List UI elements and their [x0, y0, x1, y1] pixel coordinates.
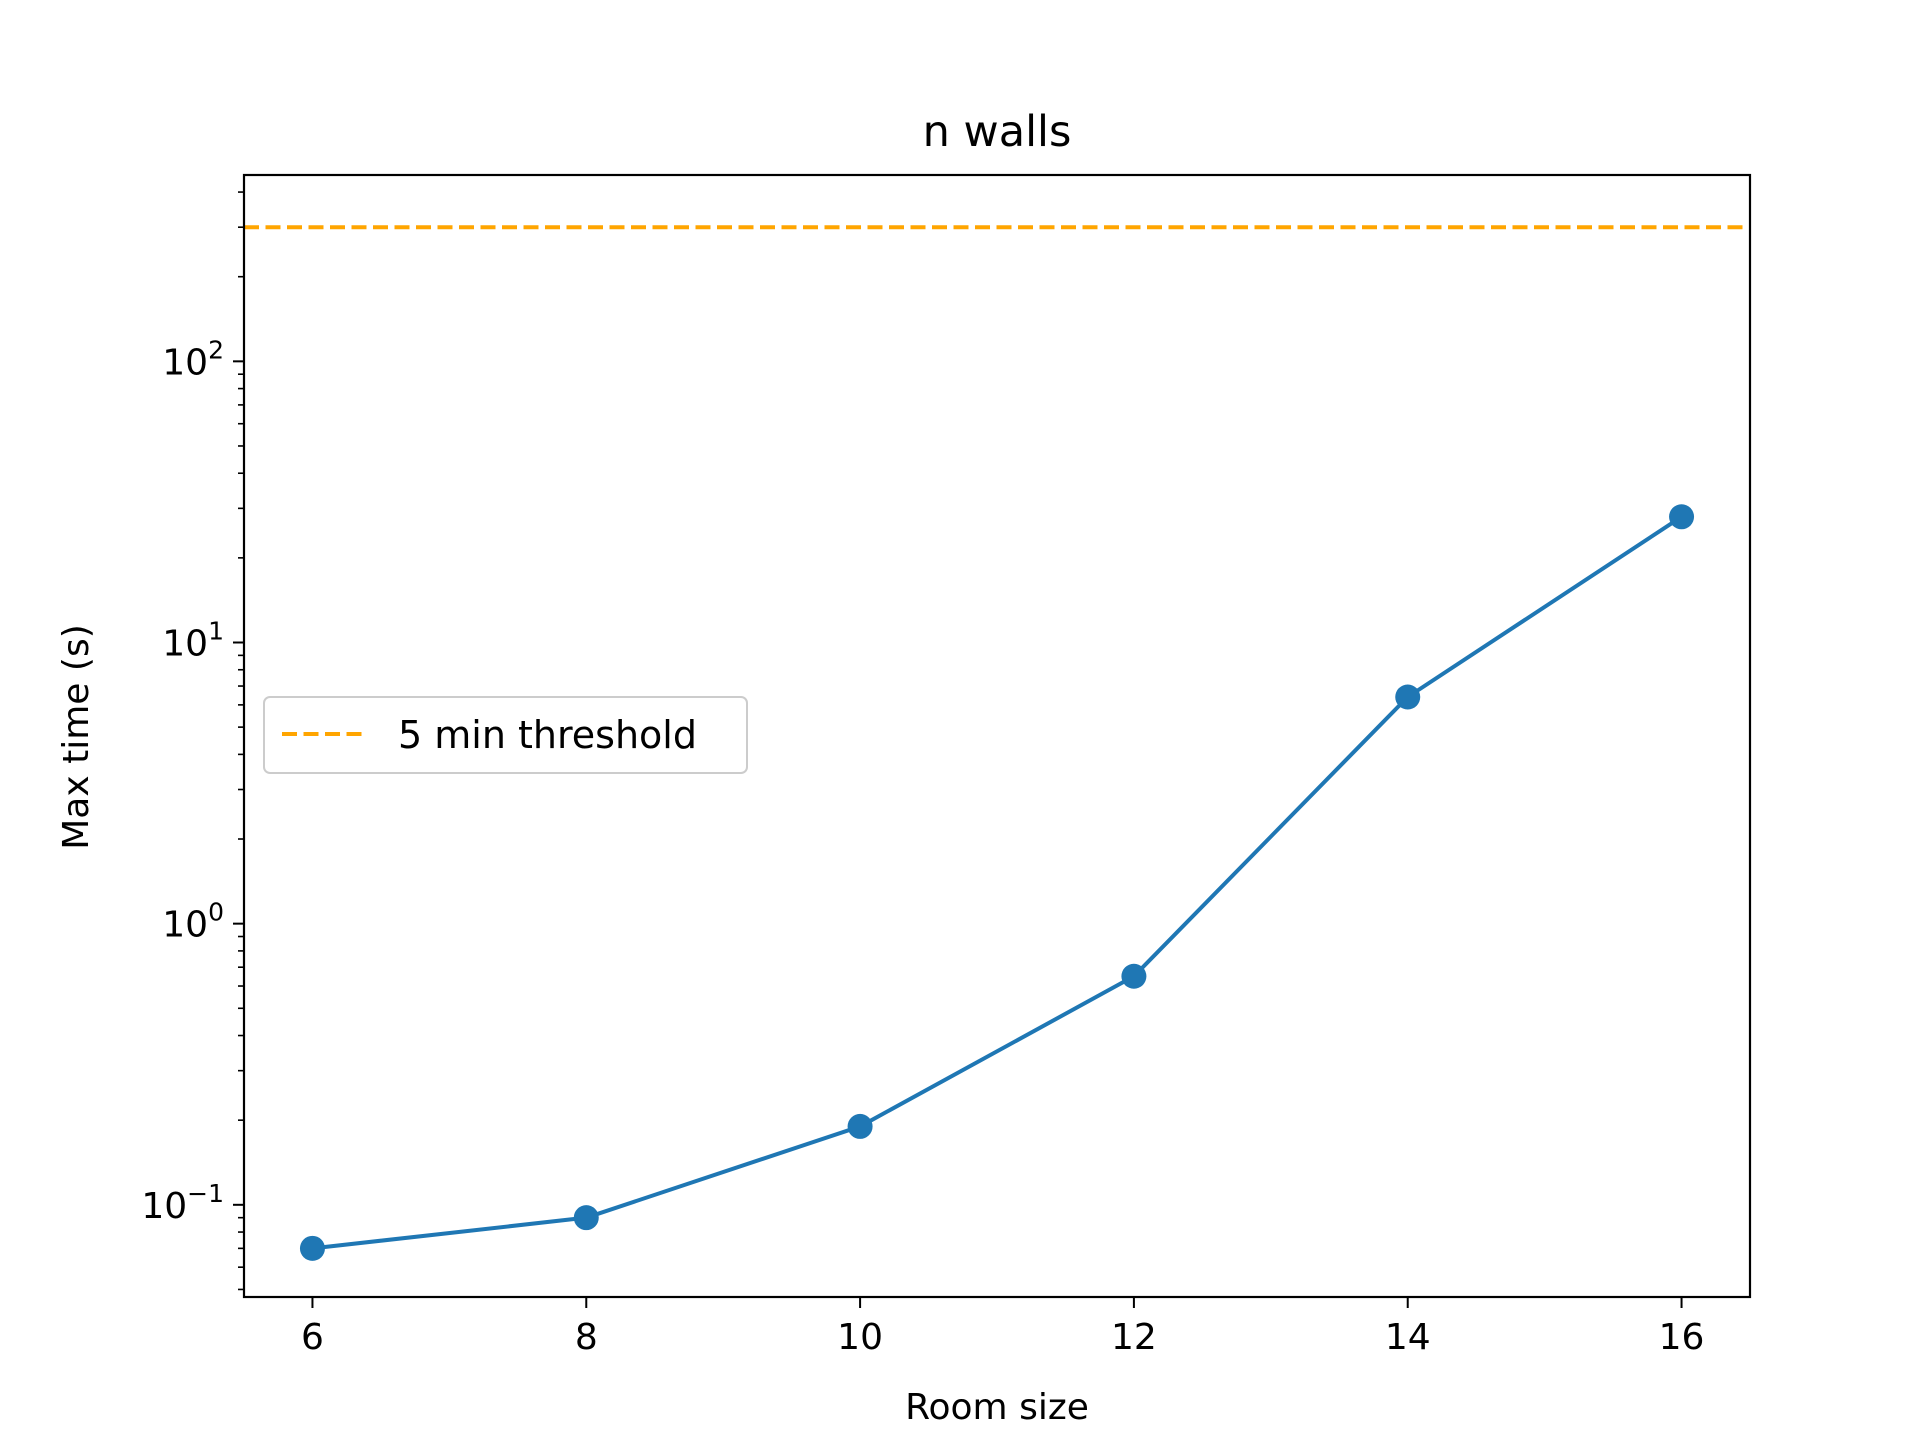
- chart-title: n walls: [923, 107, 1072, 157]
- legend-box: [263, 696, 748, 774]
- legend: 5 min threshold: [263, 696, 748, 774]
- x-tick-label: 8: [575, 1317, 598, 1358]
- x-tick-label: 6: [301, 1317, 324, 1358]
- y-tick-label: 100: [162, 898, 224, 946]
- x-tick-label: 16: [1659, 1317, 1705, 1358]
- data-point: [1121, 963, 1147, 989]
- series-line: [312, 515, 1683, 1251]
- data-point: [573, 1205, 599, 1231]
- data-point: [299, 1235, 325, 1261]
- legend-label-threshold: 5 min threshold: [398, 713, 697, 757]
- axis-ticks: 6 8 10 12 14 16 10−1 100 101 102: [141, 191, 1705, 1358]
- series-layer: [299, 504, 1695, 1261]
- x-tick-label: 12: [1111, 1317, 1157, 1358]
- y-tick-label: 102: [162, 335, 224, 383]
- x-tick-label: 14: [1385, 1317, 1431, 1358]
- plot-frame: [242, 173, 1752, 1299]
- data-point: [1669, 504, 1695, 530]
- y-tick-label: 101: [162, 616, 224, 664]
- data-point: [1395, 684, 1421, 710]
- x-axis-label: Room size: [905, 1387, 1089, 1428]
- y-tick-label: 10−1: [141, 1179, 224, 1227]
- data-point: [847, 1113, 873, 1139]
- y-axis-label: Max time (s): [56, 624, 97, 850]
- x-tick-label: 10: [837, 1317, 883, 1358]
